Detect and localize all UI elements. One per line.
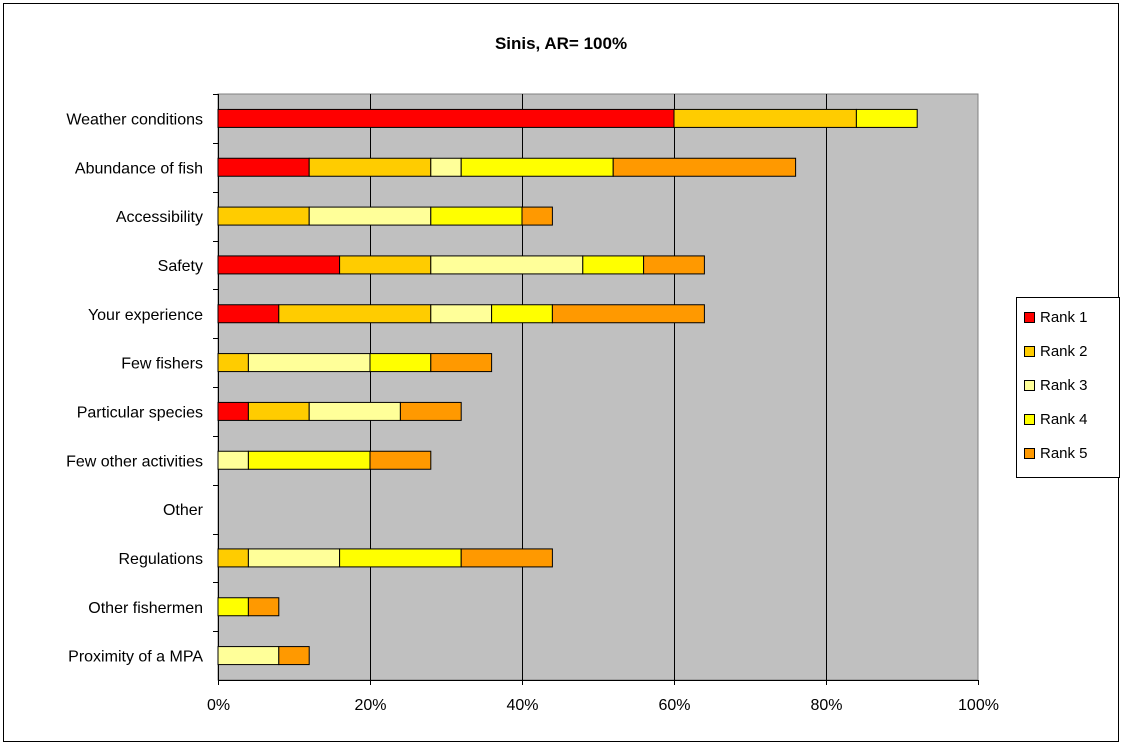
category-label: Abundance of fish bbox=[75, 160, 203, 177]
plot-area: 0% 20% 40% 60% 80% 100% Weather conditions Abun… bbox=[66, 93, 999, 714]
bar-segment bbox=[217, 255, 341, 275]
legend: Rank 1 Rank 2 Rank 3 Rank 4 Rank 5 bbox=[1016, 297, 1120, 478]
bar-segment bbox=[399, 401, 462, 421]
legend-label: Rank 2 bbox=[1040, 343, 1088, 360]
category-label: Few fishers bbox=[121, 356, 203, 373]
bar-segment bbox=[673, 108, 857, 128]
x-tick-label: 80% bbox=[810, 697, 842, 714]
category-label: Other bbox=[163, 502, 204, 519]
bar-segment bbox=[339, 548, 462, 568]
legend-label: Rank 3 bbox=[1040, 377, 1088, 394]
bar-segment bbox=[339, 255, 432, 275]
bar-segment bbox=[491, 304, 553, 324]
bar-segment bbox=[460, 157, 614, 177]
bar-segment bbox=[643, 255, 705, 275]
bar-segment bbox=[247, 450, 371, 470]
category-label: Accessibility bbox=[116, 209, 203, 226]
bar-segment bbox=[430, 255, 584, 275]
bar-segment bbox=[247, 548, 341, 568]
bar-segment bbox=[460, 548, 553, 568]
bar-segment bbox=[217, 157, 310, 177]
bar-segment bbox=[855, 108, 918, 128]
category-label: Other fishermen bbox=[88, 600, 203, 617]
bar-segment bbox=[430, 206, 523, 226]
bar-segment bbox=[247, 401, 310, 421]
bar-segment bbox=[217, 304, 280, 324]
bar-segment bbox=[217, 646, 280, 666]
category-label: Few other activities bbox=[66, 453, 203, 470]
bar-segment bbox=[217, 401, 249, 421]
category-label: Particular species bbox=[77, 404, 203, 421]
x-tick-label: 100% bbox=[958, 697, 999, 714]
legend-swatch bbox=[1024, 312, 1035, 323]
legend-label: Rank 4 bbox=[1040, 411, 1088, 428]
category-label: Safety bbox=[158, 258, 203, 275]
chart-title: Sinis, AR= 100% bbox=[495, 34, 627, 53]
legend-swatch bbox=[1024, 380, 1035, 391]
category-label: Your experience bbox=[88, 307, 203, 324]
bar-segment bbox=[278, 646, 310, 666]
bar-segment bbox=[430, 353, 493, 373]
legend-swatch bbox=[1024, 346, 1035, 357]
plot-background bbox=[217, 93, 979, 681]
bar-segment bbox=[247, 597, 280, 617]
bar-segment bbox=[217, 597, 249, 617]
x-tick-label: 0% bbox=[207, 697, 230, 714]
x-tick-label: 40% bbox=[506, 697, 538, 714]
bar-segment bbox=[308, 401, 401, 421]
bar-segment bbox=[369, 450, 432, 470]
legend-label: Rank 5 bbox=[1040, 445, 1088, 462]
x-tick-label: 20% bbox=[354, 697, 386, 714]
legend-swatch bbox=[1024, 414, 1035, 425]
bar-segment bbox=[308, 157, 432, 177]
bar-segment bbox=[612, 157, 797, 177]
bar-segment bbox=[369, 353, 432, 373]
x-tick-label: 60% bbox=[658, 697, 690, 714]
legend-label: Rank 1 bbox=[1040, 309, 1088, 326]
bar-segment bbox=[521, 206, 553, 226]
bar-segment bbox=[247, 353, 371, 373]
category-label: Regulations bbox=[119, 551, 204, 568]
bar-segment bbox=[551, 304, 705, 324]
bar-segment bbox=[582, 255, 645, 275]
category-label: Weather conditions bbox=[66, 111, 203, 128]
bar-segment bbox=[217, 353, 249, 373]
bar-segment bbox=[430, 304, 493, 324]
bar-segment bbox=[430, 157, 462, 177]
bar-segment bbox=[278, 304, 432, 324]
bar-segment bbox=[217, 548, 249, 568]
bar-segment bbox=[217, 108, 675, 128]
bar-segment bbox=[308, 206, 432, 226]
legend-swatch bbox=[1024, 448, 1035, 459]
category-label: Proximity of a MPA bbox=[68, 649, 203, 666]
bar-segment bbox=[217, 206, 310, 226]
bar-segment bbox=[217, 450, 249, 470]
